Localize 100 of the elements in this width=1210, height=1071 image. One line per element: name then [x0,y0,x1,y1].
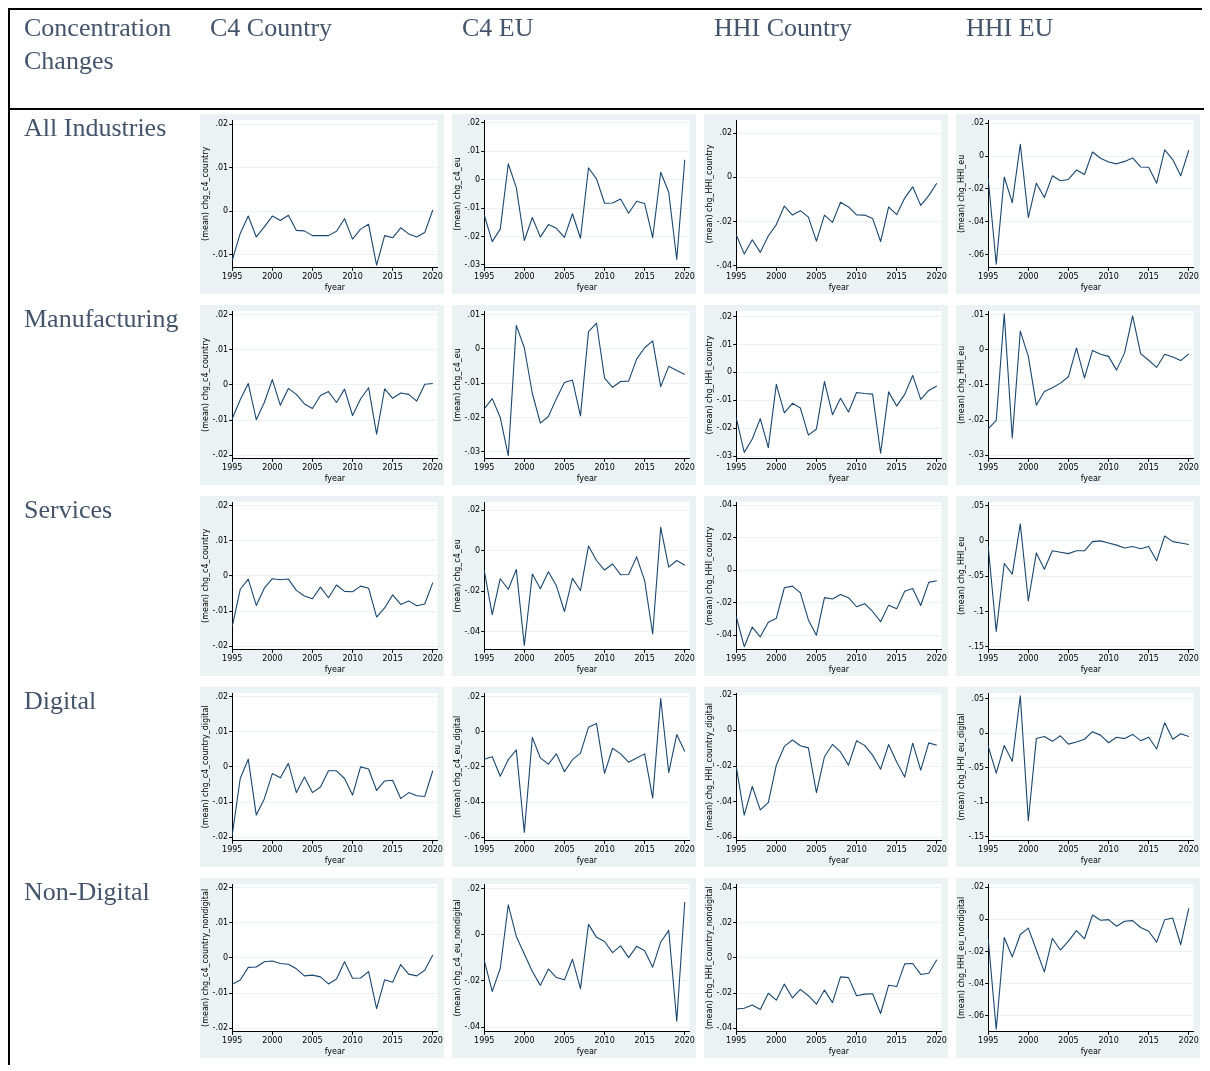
x-tick-label: 2010 [846,1035,867,1045]
x-axis-title: fyear [576,474,598,484]
x-axis-title: fyear [828,283,850,293]
category-label: Manufacturing [24,304,179,333]
y-axis-title: (mean) chg_HHI_eu [956,154,966,234]
y-tick-label: -.01 [464,378,481,388]
x-tick-label: 1995 [474,271,495,281]
y-tick-label: -.03 [464,260,481,270]
x-tick-label: 2010 [846,653,867,663]
x-tick-label: 1995 [978,653,999,663]
x-tick-label: 2005 [1058,653,1079,663]
y-tick-label: -.04 [464,626,481,636]
y-tick-label: -.02 [968,946,985,956]
x-tick-label: 2005 [806,271,827,281]
x-tick-label: 2000 [262,653,283,663]
y-tick-label: .02 [215,119,229,129]
y-axis-title: (mean) chg_HHI_eu_nondigital [956,896,966,1020]
x-tick-label: 2000 [514,653,535,663]
y-tick-label: -.03 [716,451,733,461]
y-tick-label: -.02 [464,231,481,241]
y-tick-label: 0 [979,535,985,545]
y-tick-label: -.01 [212,415,229,425]
y-tick-label: -.01 [464,203,481,213]
x-tick-label: 2010 [846,462,867,472]
x-tick-label: 2015 [634,462,655,472]
y-tick-label: -.01 [212,249,229,259]
y-tick-label: .02 [467,691,481,701]
x-tick-label: 1995 [222,1035,243,1045]
x-tick-label: 2005 [806,844,827,854]
y-tick-label: -.1 [973,797,985,807]
y-tick-label: .02 [215,882,229,892]
category-label: Non-Digital [24,877,150,906]
x-tick-label: 2010 [594,462,615,472]
x-tick-label: 2000 [1018,271,1039,281]
y-tick-label: .02 [719,532,733,542]
y-axis-title: (mean) chg_c4_eu_nondigital [452,899,462,1017]
x-tick-label: 2020 [926,1035,947,1045]
y-tick-label: 0 [727,952,733,962]
x-tick-label: 2000 [766,653,787,663]
x-tick-label: 2010 [594,271,615,281]
x-tick-label: 2020 [674,1035,695,1045]
x-tick-label: 2020 [674,844,695,854]
x-tick-label: 2020 [422,844,443,854]
y-axis-title: (mean) chg_HHI_country_nondigital [704,886,714,1030]
x-tick-label: 2020 [926,844,947,854]
y-tick-label: -.02 [464,586,481,596]
y-axis-title: (mean) chg_HHI_country [704,144,714,244]
x-tick-label: 2015 [382,462,403,472]
y-tick-label: -.06 [464,832,481,842]
x-axis-title: fyear [576,283,598,293]
y-tick-label: .01 [215,726,229,736]
x-tick-label: 2010 [1098,462,1119,472]
x-tick-label: 2010 [342,844,363,854]
y-tick-label: -.04 [716,1023,733,1033]
y-tick-label: -.01 [968,379,985,389]
x-tick-label: 2015 [886,271,907,281]
y-tick-label: .02 [467,117,481,127]
y-tick-label: .02 [719,689,733,699]
y-tick-label: -.02 [716,216,733,226]
x-tick-label: 1995 [474,653,495,663]
y-tick-label: .01 [467,309,481,319]
x-tick-label: 1995 [978,271,999,281]
x-tick-label: 1995 [726,653,747,663]
y-tick-label: -.03 [464,447,481,456]
x-tick-label: 2020 [422,462,443,472]
x-tick-label: 2005 [302,462,323,472]
y-axis-title: (mean) chg_c4_country_nondigital [200,888,210,1027]
y-tick-label: .01 [215,162,229,172]
x-tick-label: 2005 [1058,271,1079,281]
x-axis-title: fyear [324,474,346,484]
y-tick-label: -.02 [716,988,733,998]
y-tick-label: .01 [215,917,229,927]
y-tick-label: .02 [467,505,481,515]
y-tick-label: -.02 [716,423,733,433]
x-axis-title: fyear [828,474,850,484]
x-tick-label: 2010 [846,271,867,281]
x-tick-label: 2005 [302,1035,323,1045]
x-tick-label: 2015 [382,271,403,281]
x-axis-title: fyear [324,856,346,866]
x-tick-label: 2020 [926,462,947,472]
x-tick-label: 2000 [514,1035,535,1045]
x-tick-label: 2005 [806,462,827,472]
y-tick-label: 0 [727,725,733,735]
y-axis-title: (mean) chg_HHI_eu [956,536,966,616]
x-axis-title: fyear [828,665,850,675]
x-tick-label: 2000 [766,271,787,281]
x-axis-title: fyear [828,1047,850,1057]
x-tick-label: 1995 [222,653,243,663]
category-label: Digital [24,686,97,715]
y-tick-label: .05 [971,500,985,510]
x-tick-label: 1995 [726,844,747,854]
y-tick-label: .01 [971,309,985,319]
y-axis-title: (mean) chg_c4_eu [452,539,462,613]
y-axis-title: (mean) chg_c4_eu_digital [452,715,462,819]
x-tick-label: 2010 [594,1035,615,1045]
x-tick-label: 2005 [1058,844,1079,854]
category-label: Services [24,495,113,524]
y-tick-label: -.02 [212,450,229,460]
y-tick-label: .02 [719,917,733,927]
x-tick-label: 2020 [422,653,443,663]
